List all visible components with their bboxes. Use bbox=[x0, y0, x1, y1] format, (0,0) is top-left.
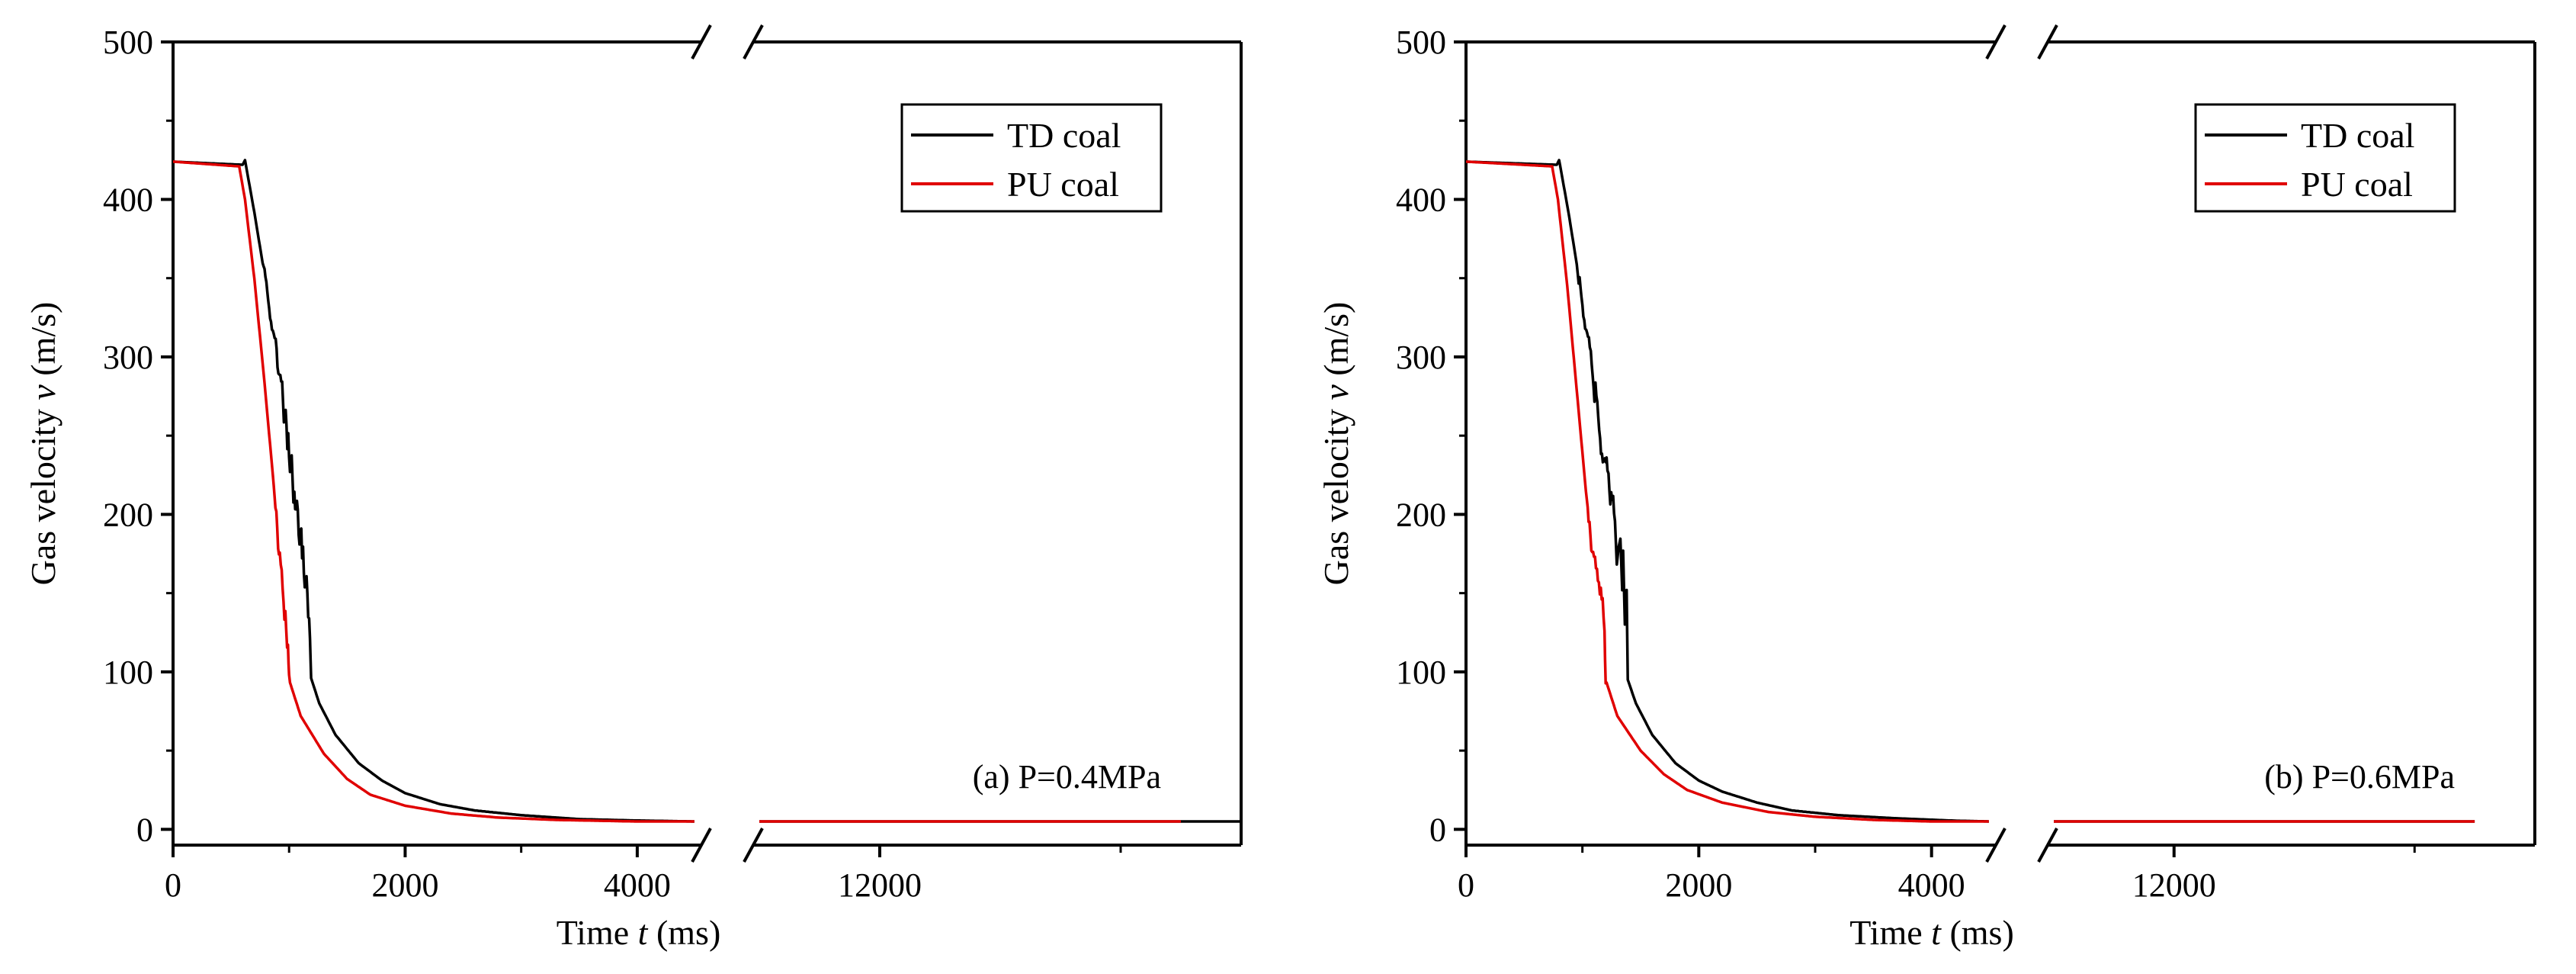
series-line-pu-coal bbox=[1465, 160, 1990, 823]
y-tick-label: 0 bbox=[1429, 811, 1446, 848]
axis-break-mark bbox=[691, 24, 712, 59]
y-tick-label: 500 bbox=[103, 24, 153, 61]
axis-break-mark bbox=[1985, 24, 2007, 59]
axis-break-mark bbox=[2037, 828, 2058, 863]
legend-label: TD coal bbox=[1007, 116, 1121, 155]
legend-box bbox=[2194, 103, 2456, 213]
legend-label: PU coal bbox=[2301, 165, 2413, 204]
panel-b: 0 100 200 300 400 500 0 2000 4000 12000 Time t (ms… bbox=[1317, 24, 2536, 952]
axis-break-mark bbox=[1985, 828, 2007, 863]
x-tick-label: 4000 bbox=[1898, 866, 1965, 904]
panel-a: 0 100 200 300 400 500 0 2000 4000 12000 Time t (ms… bbox=[24, 24, 1243, 952]
axis-break-mark bbox=[743, 828, 764, 863]
legend-label: PU coal bbox=[1007, 165, 1119, 204]
panel-annotation: (b) P=0.6MPa bbox=[2264, 758, 2455, 796]
y-tick-label: 200 bbox=[1396, 496, 1446, 533]
y-tick-label: 300 bbox=[103, 339, 153, 376]
y-tick-label: 200 bbox=[103, 496, 153, 533]
axis-break-mark bbox=[2037, 24, 2058, 59]
y-tick-label: 400 bbox=[1396, 181, 1446, 218]
panel-annotation: (a) P=0.4MPa bbox=[973, 758, 1161, 796]
x-tick-label: 2000 bbox=[371, 866, 438, 904]
x-tick-label: 12000 bbox=[838, 866, 922, 904]
y-tick-label: 500 bbox=[1396, 24, 1446, 61]
axis-break-mark bbox=[743, 24, 764, 59]
x-tick-label: 2000 bbox=[1665, 866, 1732, 904]
legend-box bbox=[900, 103, 1163, 213]
y-tick-label: 100 bbox=[1396, 654, 1446, 691]
y-tick-label: 0 bbox=[136, 811, 153, 848]
x-tick-label: 12000 bbox=[2132, 866, 2216, 904]
y-tick-label: 300 bbox=[1396, 339, 1446, 376]
x-axis-label: Time t (ms) bbox=[1849, 913, 2014, 952]
series-line-td-coal bbox=[1465, 159, 1990, 823]
x-tick-label: 0 bbox=[1458, 866, 1474, 904]
y-tick-label: 400 bbox=[103, 181, 153, 218]
x-tick-label: 0 bbox=[165, 866, 181, 904]
y-tick-label: 100 bbox=[103, 654, 153, 691]
x-tick-label: 4000 bbox=[604, 866, 671, 904]
series-line-pu-coal bbox=[172, 160, 695, 823]
legend-label: TD coal bbox=[2301, 116, 2414, 155]
x-axis-label: Time t (ms) bbox=[557, 913, 721, 952]
y-axis-label: Gas velocity v (m/s) bbox=[1317, 302, 1355, 586]
axis-break-mark bbox=[691, 828, 712, 863]
y-axis-label: Gas velocity v (m/s) bbox=[24, 302, 63, 586]
